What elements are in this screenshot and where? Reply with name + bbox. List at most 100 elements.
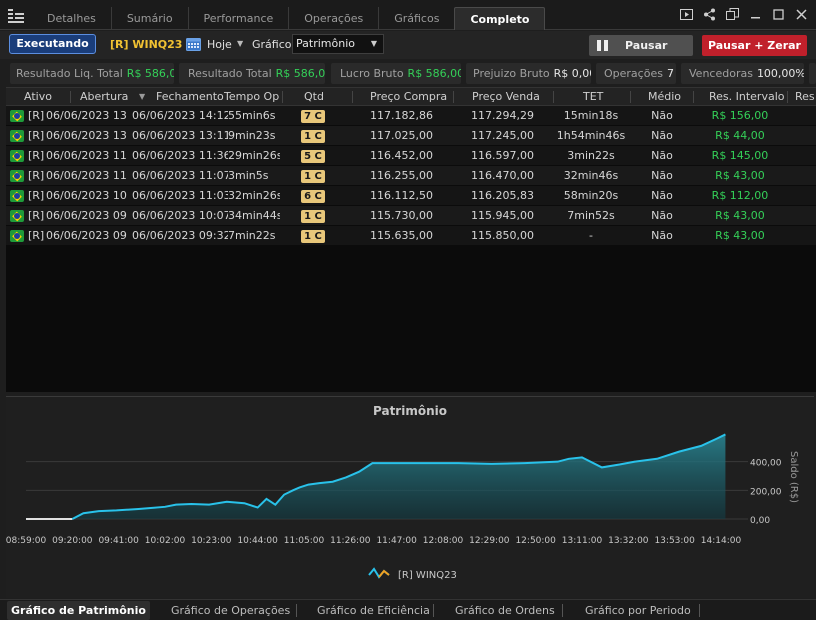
tab-grafico-ordens[interactable]: Gráfico de Ordens	[455, 604, 555, 617]
col-divider[interactable]	[70, 91, 71, 103]
cell-tet: 3min22s	[567, 149, 615, 162]
col-qtd[interactable]: Qtd	[304, 90, 324, 103]
table-row[interactable]: [R] WIN06/06/2023 10 06/06/2023 11:0332mi…	[6, 186, 816, 206]
executando-button[interactable]: Executando	[9, 34, 96, 54]
cell-medio: Não	[651, 229, 673, 242]
pause-icon	[597, 40, 608, 51]
col-divider[interactable]	[282, 91, 283, 103]
col-medio[interactable]: Médio	[648, 90, 682, 103]
tab-grafico-eficiencia[interactable]: Gráfico de Eficiência	[317, 604, 430, 617]
cell-venda: 116.470,00	[471, 169, 534, 182]
col-tempo-op[interactable]: Tempo Op	[224, 90, 280, 103]
chart-title: Patrimônio	[373, 404, 447, 418]
cell-medio: Não	[651, 109, 673, 122]
cell-ativo: [R] WIN	[28, 109, 48, 122]
share-icon[interactable]	[703, 8, 716, 21]
calendar-icon[interactable]	[186, 37, 201, 51]
cell-res: R$ 112,00	[711, 189, 769, 202]
tab-completo[interactable]: Completo	[454, 7, 546, 30]
table-row[interactable]: [R] WIN06/06/2023 09 06/06/2023 10:0734mi…	[6, 206, 816, 226]
tab-divider	[433, 604, 434, 617]
sort-desc-icon[interactable]: ▼	[139, 92, 146, 101]
brazil-flag-icon	[10, 170, 24, 182]
cell-abertura: 06/06/2023 13	[46, 109, 127, 122]
table-header: Ativo Abertura ▼ Fechamento Tempo Op Qtd…	[6, 88, 816, 106]
legend-label: [R] WINQ23	[398, 570, 457, 581]
window-controls	[680, 8, 808, 21]
x-tick-label: 11:26:00	[330, 536, 371, 546]
x-tick-label: 12:08:00	[423, 536, 464, 546]
minimize-icon[interactable]	[749, 8, 762, 21]
col-res[interactable]: Res	[795, 90, 815, 103]
cell-ativo: [R] WIN	[28, 209, 48, 222]
chart-type-value: Patrimônio	[296, 37, 355, 50]
col-fechamento[interactable]: Fechamento	[156, 90, 224, 103]
close-icon[interactable]	[795, 8, 808, 21]
chevron-down-icon[interactable]: ▼	[237, 39, 244, 48]
cell-tet: -	[589, 229, 593, 242]
col-divider[interactable]	[453, 91, 454, 103]
maximize-icon[interactable]	[772, 8, 785, 21]
col-ativo[interactable]: Ativo	[24, 90, 52, 103]
tab-detalhes[interactable]: Detalhes	[32, 7, 112, 30]
cell-fechamento: 06/06/2023 11:36	[132, 149, 228, 162]
tab-grafico-periodo[interactable]: Gráfico por Periodo	[585, 604, 691, 617]
cell-venda: 116.597,00	[471, 149, 534, 162]
cell-tet: 1h54min46s	[556, 129, 626, 142]
table-row[interactable]: [R] WIN06/06/2023 11 06/06/2023 11:073min…	[6, 166, 816, 186]
equity-chart[interactable]: 0,00 200,00 400,00 Saldo (R$) 08:59:00 09:20:…	[6, 397, 814, 599]
col-divider[interactable]	[787, 91, 788, 103]
tab-operacoes[interactable]: Operações	[289, 7, 380, 30]
col-divider[interactable]	[352, 91, 353, 103]
series-area	[72, 434, 726, 519]
table-row[interactable]: [R] WIN06/06/2023 13 06/06/2023 13:119min…	[6, 126, 816, 146]
period-dropdown[interactable]: Hoje	[207, 38, 232, 51]
pause-button[interactable]: Pausar	[589, 35, 693, 56]
tab-grafico-operacoes[interactable]: Gráfico de Operações	[171, 604, 291, 617]
x-tick-label: 12:50:00	[515, 536, 556, 546]
col-divider[interactable]	[630, 91, 631, 103]
x-tick-label: 10:44:00	[237, 536, 278, 546]
col-abertura[interactable]: Abertura	[80, 90, 129, 103]
cell-compra: 117.182,86	[370, 109, 433, 122]
col-divider[interactable]	[553, 91, 554, 103]
tab-strip: Detalhes Sumário Performance Operações G…	[32, 7, 546, 30]
cell-ativo: [R] WIN	[28, 189, 48, 202]
col-preco-compra[interactable]: Preço Compra	[370, 90, 448, 103]
y-tick-label: 0,00	[750, 516, 770, 526]
menu-icon[interactable]	[8, 9, 24, 23]
tab-divider	[699, 604, 700, 617]
y-tick-label: 400,00	[750, 459, 782, 469]
cell-res: R$ 43,00	[715, 209, 765, 222]
media-icon[interactable]	[680, 8, 693, 21]
chart-type-select[interactable]: Patrimônio ▼	[292, 34, 384, 54]
pause-reset-button[interactable]: Pausar + Zerar	[702, 35, 807, 56]
cell-res: R$ 145,00	[711, 149, 769, 162]
stat-value: R$ 586,00	[275, 67, 325, 80]
cell-res: R$ 43,00	[715, 229, 765, 242]
cell-medio: Não	[651, 209, 673, 222]
col-tet[interactable]: TET	[583, 90, 604, 103]
x-tick-label: 10:02:00	[145, 536, 186, 546]
cell-tempo: 3min5s	[228, 169, 269, 182]
qty-badge: 6 C	[301, 190, 325, 203]
cell-tempo: 7min22s	[228, 229, 276, 242]
table-row[interactable]: [R] WIN06/06/2023 09 06/06/2023 09:327min…	[6, 226, 816, 246]
tab-performance[interactable]: Performance	[189, 7, 290, 30]
table-row[interactable]: [R] WIN06/06/2023 11 06/06/2023 11:3629mi…	[6, 146, 816, 166]
stat-label: Lucro Bruto	[340, 67, 404, 80]
cell-tet: 32min46s	[563, 169, 619, 182]
tab-graficos[interactable]: Gráficos	[394, 12, 440, 25]
qty-badge: 1 C	[301, 230, 325, 243]
cell-ativo: [R] WIN	[28, 229, 48, 242]
tab-grafico-patrimonio[interactable]: Gráfico de Patrimônio	[7, 601, 150, 620]
detach-icon[interactable]	[726, 8, 739, 21]
col-res-intervalo[interactable]: Res. Intervalo	[709, 90, 785, 103]
tab-sumario[interactable]: Sumário	[112, 7, 189, 30]
cell-fechamento: 06/06/2023 14:12	[132, 109, 228, 122]
stat-label: Resultado Liq. Total	[16, 67, 123, 80]
col-divider[interactable]	[693, 91, 694, 103]
cell-venda: 117.245,00	[471, 129, 534, 142]
col-preco-venda[interactable]: Preço Venda	[472, 90, 540, 103]
table-row[interactable]: [R] WIN06/06/2023 13 06/06/2023 14:1255mi…	[6, 106, 816, 126]
